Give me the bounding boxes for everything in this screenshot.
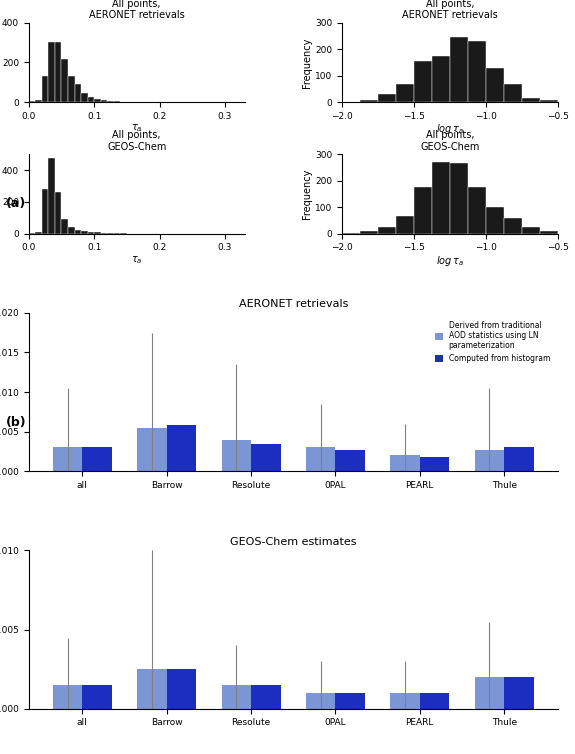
Bar: [53, 685, 82, 709]
Bar: [81, 93, 87, 103]
Bar: [94, 100, 101, 103]
Y-axis label: Frequency: Frequency: [302, 169, 312, 219]
Bar: [221, 685, 251, 709]
Bar: [137, 428, 167, 471]
Bar: [558, 101, 575, 103]
Text: (b): (b): [6, 415, 26, 429]
Bar: [522, 227, 540, 234]
Bar: [62, 219, 68, 234]
Bar: [420, 693, 449, 709]
Bar: [504, 448, 534, 471]
Title: All points,
AERONET retrievals: All points, AERONET retrievals: [89, 0, 185, 20]
Bar: [486, 207, 504, 234]
Legend: Derived from traditional
AOD statistics using LN
parameterization, Computed from: Derived from traditional AOD statistics …: [431, 317, 554, 367]
Bar: [251, 685, 281, 709]
Bar: [486, 68, 504, 103]
Bar: [68, 228, 75, 234]
Bar: [251, 443, 281, 471]
Bar: [167, 670, 196, 709]
Bar: [504, 84, 522, 103]
Bar: [81, 231, 87, 234]
Bar: [558, 232, 575, 234]
Bar: [29, 233, 35, 234]
Bar: [390, 693, 420, 709]
Bar: [137, 670, 167, 709]
Bar: [75, 84, 81, 103]
Bar: [360, 231, 378, 234]
Bar: [29, 101, 35, 103]
Bar: [87, 232, 94, 234]
Bar: [396, 84, 414, 103]
Bar: [62, 60, 68, 103]
Text: (a): (a): [6, 197, 26, 210]
Bar: [55, 41, 62, 103]
X-axis label: $log\,\tau_a$: $log\,\tau_a$: [436, 254, 464, 268]
Bar: [108, 101, 114, 103]
Bar: [390, 455, 420, 471]
Bar: [87, 97, 94, 103]
Bar: [68, 76, 75, 103]
Bar: [540, 100, 558, 103]
Bar: [474, 450, 504, 471]
Bar: [94, 232, 101, 234]
Bar: [82, 685, 112, 709]
Bar: [468, 187, 486, 234]
Bar: [75, 230, 81, 234]
Bar: [360, 100, 378, 103]
Bar: [474, 677, 504, 709]
Bar: [378, 94, 396, 103]
Bar: [335, 693, 365, 709]
Bar: [504, 677, 534, 709]
X-axis label: $log\,\tau_a$: $log\,\tau_a$: [436, 122, 464, 136]
Bar: [504, 218, 522, 234]
Bar: [167, 425, 196, 471]
Bar: [414, 61, 432, 103]
Bar: [468, 41, 486, 103]
Title: AERONET retrievals: AERONET retrievals: [239, 299, 348, 309]
Bar: [335, 450, 365, 471]
Bar: [432, 56, 450, 103]
Bar: [48, 41, 55, 103]
Bar: [396, 216, 414, 234]
Bar: [540, 231, 558, 234]
Title: All points,
AERONET retrievals: All points, AERONET retrievals: [402, 0, 498, 20]
Bar: [53, 448, 82, 471]
Title: GEOS-Chem estimates: GEOS-Chem estimates: [230, 537, 356, 547]
Bar: [55, 192, 62, 234]
Bar: [414, 187, 432, 234]
Bar: [221, 440, 251, 471]
Bar: [114, 101, 120, 103]
Bar: [306, 693, 335, 709]
X-axis label: $\tau_a$: $\tau_a$: [131, 122, 143, 134]
Bar: [522, 98, 540, 103]
Bar: [48, 158, 55, 234]
Bar: [35, 100, 42, 103]
Bar: [101, 233, 108, 234]
X-axis label: $\tau_a$: $\tau_a$: [131, 254, 143, 265]
Bar: [101, 100, 108, 103]
Title: All points,
GEOS-Chem: All points, GEOS-Chem: [420, 130, 480, 152]
Bar: [35, 232, 42, 234]
Bar: [306, 448, 335, 471]
Bar: [42, 76, 48, 103]
Title: All points,
GEOS-Chem: All points, GEOS-Chem: [107, 130, 166, 152]
Bar: [450, 164, 468, 234]
Bar: [450, 37, 468, 103]
Bar: [420, 457, 449, 471]
Bar: [432, 162, 450, 234]
Y-axis label: Frequency: Frequency: [302, 37, 312, 87]
Bar: [378, 227, 396, 234]
Bar: [42, 189, 48, 234]
Bar: [82, 448, 112, 471]
